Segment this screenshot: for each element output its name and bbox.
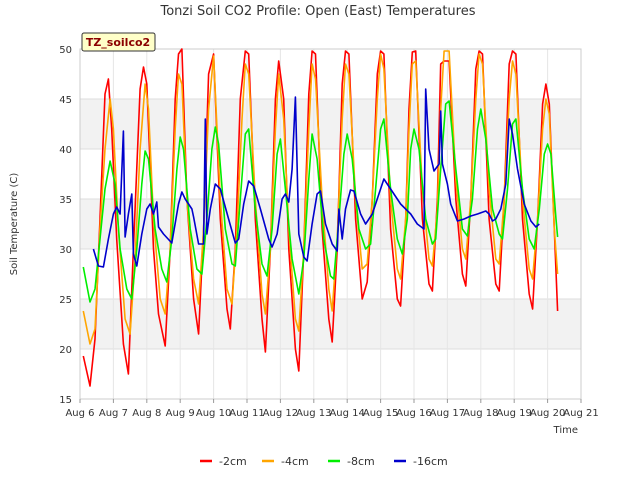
legend-label: -4cm (281, 455, 309, 468)
x-tick-label: Aug 10 (196, 408, 231, 419)
y-axis-ticks: 15 20 25 30 35 40 45 50 (59, 45, 72, 406)
series-lines (82, 48, 559, 387)
y-tick-label: 20 (59, 345, 72, 356)
x-tick-label: Aug 12 (263, 408, 298, 419)
x-tick-label: Aug 8 (132, 408, 161, 419)
series-line-8cm (82, 100, 559, 303)
legend-label: -2cm (219, 455, 247, 468)
x-tick-label: Aug 6 (65, 408, 94, 419)
x-tick-label: Aug 17 (430, 408, 465, 419)
series-line-4cm (82, 50, 559, 345)
legend: -2cm -4cm -8cm -16cm (200, 455, 448, 468)
x-tick-label: Aug 11 (229, 408, 264, 419)
y-tick-label: 35 (59, 195, 72, 206)
y-tick-label: 25 (59, 295, 72, 306)
y-tick-label: 30 (59, 245, 72, 256)
series-line-2cm (82, 48, 559, 387)
x-tick-label: Aug 15 (363, 408, 398, 419)
y-tick-label: 15 (59, 395, 72, 406)
grid-band (80, 99, 581, 149)
x-tick-label: Aug 20 (530, 408, 565, 419)
chart-title: Tonzi Soil CO2 Profile: Open (East) Temp… (159, 4, 475, 19)
legend-label: -8cm (347, 455, 375, 468)
x-tick-label: Aug 16 (396, 408, 431, 419)
badge-box (81, 32, 156, 52)
x-tick-label: Aug 9 (166, 408, 195, 419)
series-line-16cm (92, 88, 540, 268)
badge-label: TZ_soilco2 (86, 36, 150, 49)
y-tick-label: 40 (59, 145, 72, 156)
grid-band (80, 299, 581, 349)
x-tick-label: Aug 18 (463, 408, 498, 419)
grid-bands (80, 99, 581, 349)
x-tick-label: Aug 21 (563, 408, 598, 419)
legend-label: -16cm (413, 455, 448, 468)
y-tick-label: 45 (59, 95, 72, 106)
x-tick-label: Aug 19 (496, 408, 531, 419)
x-tick-label: Aug 7 (99, 408, 128, 419)
x-tick-label: Aug 13 (296, 408, 331, 419)
dataset-badge: TZ_soilco2 (81, 32, 156, 52)
plot-area (79, 48, 582, 400)
x-axis-label: Time (553, 425, 578, 436)
x-tick-label: Aug 14 (329, 408, 364, 419)
y-tick-label: 50 (59, 45, 72, 56)
y-axis-label: Soil Temperature (C) (9, 173, 20, 276)
